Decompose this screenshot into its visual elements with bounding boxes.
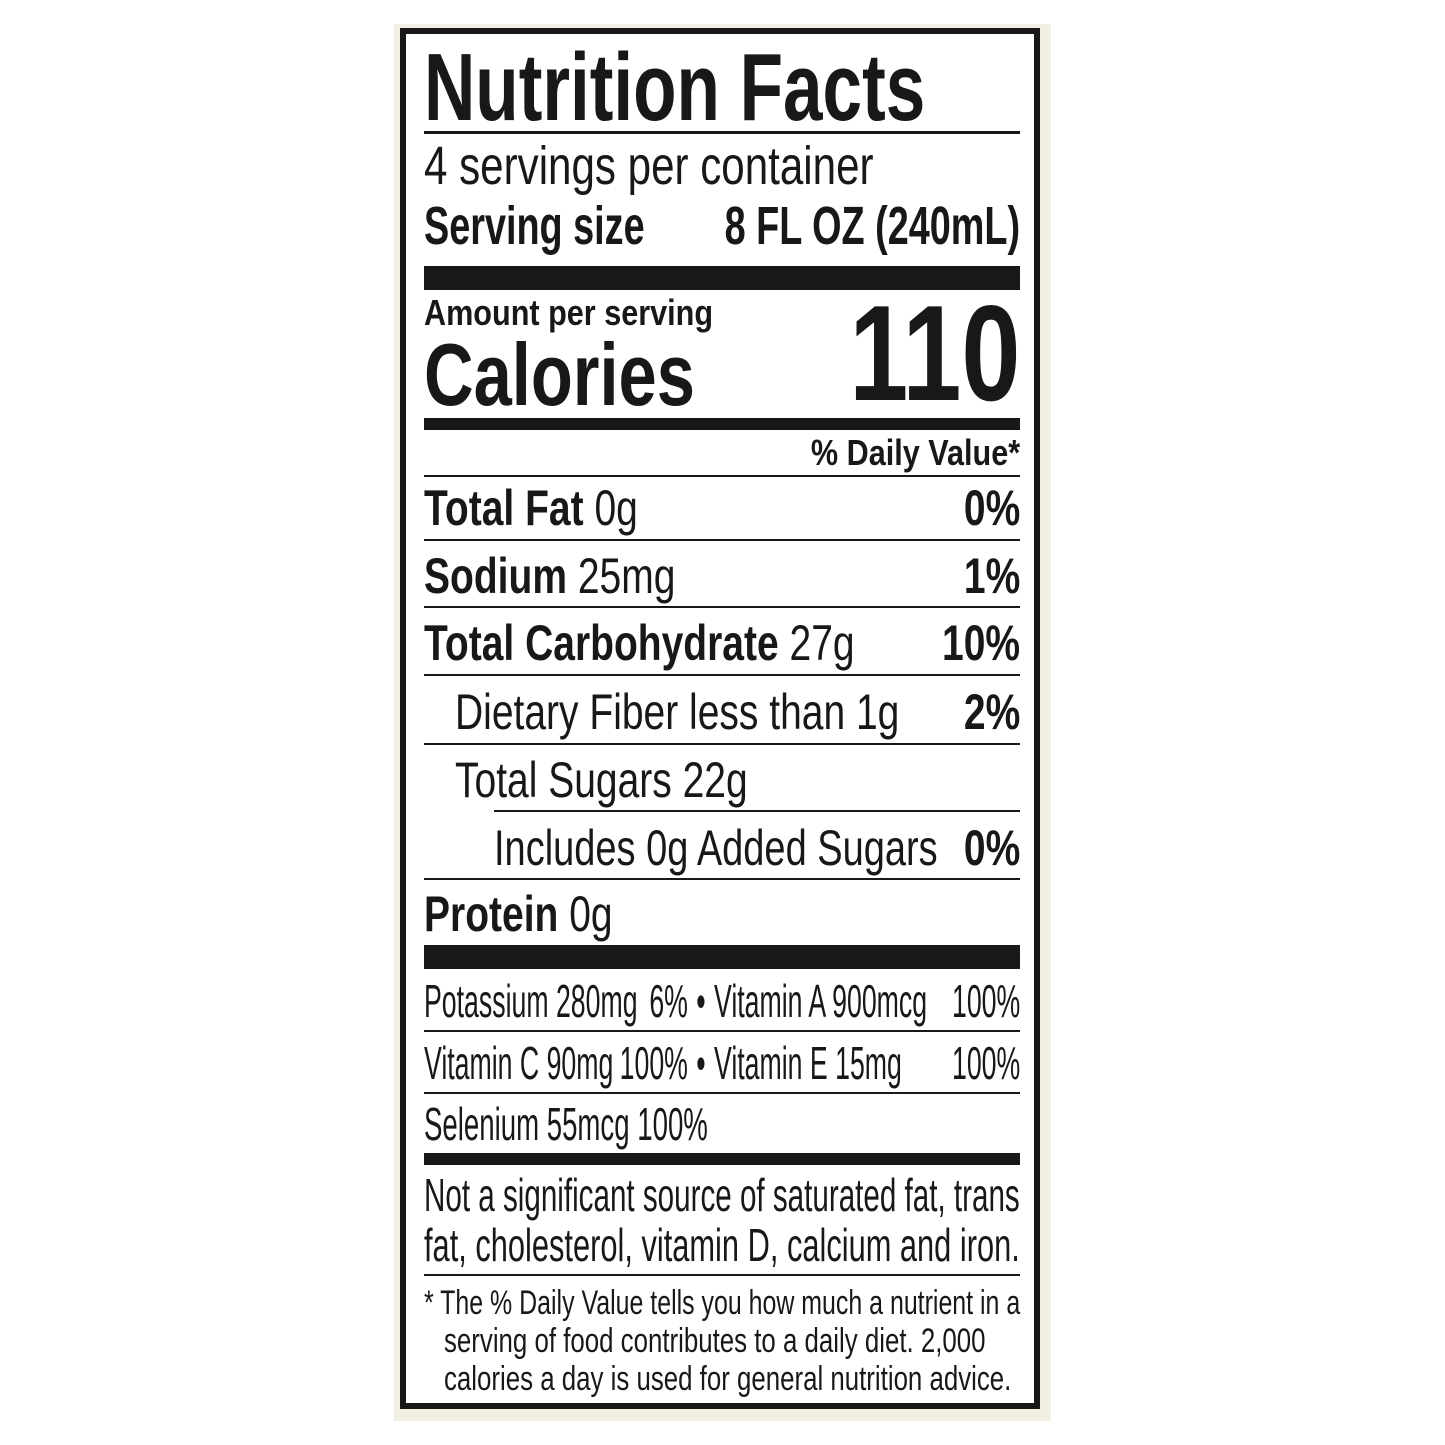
amount-per-serving: Amount per serving xyxy=(424,292,714,333)
thick-divider xyxy=(424,945,1020,969)
micronutrient-right: Vitamin A 900mcg xyxy=(714,975,928,1027)
divider xyxy=(424,475,1020,477)
nutrient-amount: 0g xyxy=(594,480,638,536)
divider xyxy=(424,743,1020,745)
medium-divider xyxy=(424,1153,1020,1165)
nutrient-row-total-sugars: Total Sugars 22g xyxy=(455,752,748,808)
divider xyxy=(424,674,1020,676)
serving-size: Serving size 8 FL OZ (240mL) xyxy=(424,196,1020,256)
divider xyxy=(424,1030,1020,1032)
not-significant-note: Not a significant source of saturated fa… xyxy=(424,1169,1020,1271)
nutrient-name: Sodium xyxy=(424,548,567,604)
nutrient-amount: 25mg xyxy=(577,548,676,604)
divider xyxy=(424,539,1020,541)
nutrient-row-added-sugars: Includes 0g Added Sugars 0% xyxy=(494,820,1020,876)
micronutrient-row: Potassium 280mg 6% • Vitamin A 900mcg 10… xyxy=(424,974,1020,1028)
micronutrient-right: Vitamin E 15mg xyxy=(714,1037,902,1089)
micronutrient-left-dv: 6% xyxy=(649,975,688,1027)
micronutrient-left: Vitamin C 90mg xyxy=(424,1037,614,1089)
nutrient-name: Protein xyxy=(424,886,559,942)
divider xyxy=(424,606,1020,608)
bullet: • xyxy=(696,1037,706,1089)
calories-label: Calories xyxy=(424,325,695,424)
divider xyxy=(424,131,1020,134)
nutrient-name: Total Carbohydrate xyxy=(424,615,779,671)
micronutrient-row: Vitamin C 90mg 100% • Vitamin E 15mg 100… xyxy=(424,1036,1020,1090)
micronutrient-right-dv: 100% xyxy=(951,975,1021,1027)
nutrient-row-total-fat: Total Fat 0g 0% xyxy=(424,480,1020,536)
nutrient-name: Total Fat xyxy=(424,480,584,536)
thick-divider xyxy=(424,266,1020,290)
divider xyxy=(424,878,1020,880)
divider xyxy=(424,1274,1020,1276)
divider xyxy=(494,810,1020,812)
title: Nutrition Facts xyxy=(424,34,926,141)
nutrition-facts-panel xyxy=(400,28,1040,1409)
nutrient-row-total-carbohydrate: Total Carbohydrate 27g 10% xyxy=(424,615,1020,671)
nutrient-row-dietary-fiber: Dietary Fiber less than 1g 2% xyxy=(455,684,1020,740)
micronutrient-right-dv: 100% xyxy=(951,1037,1021,1089)
nutrient-row-protein: Protein 0g xyxy=(424,886,1020,942)
divider xyxy=(424,1092,1020,1094)
micronutrient-left: Potassium 280mg xyxy=(424,975,638,1027)
nutrient-row-sodium: Sodium 25mg 1% xyxy=(424,548,1020,604)
nutrient-amount: 0g xyxy=(569,886,613,942)
medium-divider xyxy=(424,418,1020,430)
servings-per-container: 4 servings per container xyxy=(424,136,874,196)
micronutrient-left-dv: 100% xyxy=(619,1037,688,1089)
bullet: • xyxy=(696,975,706,1027)
footnote: * The % Daily Value tells you how much a… xyxy=(424,1284,1021,1398)
micronutrient-row: Selenium 55mcg 100% xyxy=(424,1098,708,1150)
nutrient-amount: 27g xyxy=(789,615,855,671)
